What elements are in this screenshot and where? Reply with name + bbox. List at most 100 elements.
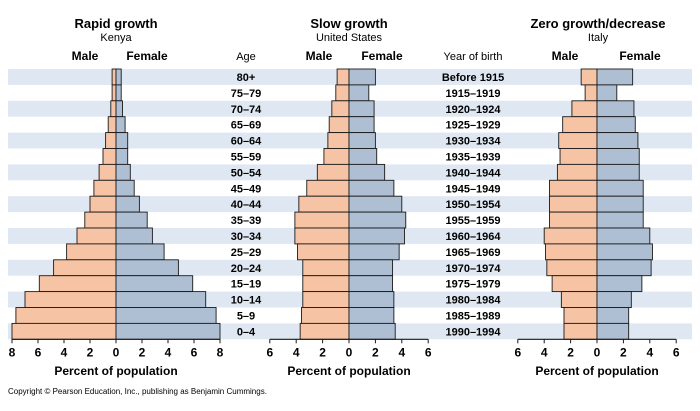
bar-female-italy: [596, 84, 618, 102]
bar-male-kenya: [53, 259, 117, 277]
age-label: 30–34: [231, 231, 262, 243]
bar-male-italy: [545, 243, 598, 261]
x-tick-label-kenya: 6: [35, 345, 42, 359]
chart-title-italy: Zero growth/decrease: [530, 16, 665, 31]
x-tick-label-italy: 0: [594, 345, 601, 359]
age-label: 40–44: [231, 199, 262, 211]
xlabel-kenya: Percent of population: [54, 364, 177, 378]
bar-male-italy: [571, 100, 598, 118]
bar-male-italy: [551, 275, 598, 293]
bar-female-kenya: [115, 322, 221, 340]
birth-year-label: 1960–1964: [445, 231, 501, 243]
chart-title-us: Slow growth: [310, 16, 387, 31]
age-label: 75–79: [231, 88, 262, 100]
bar-female-italy: [596, 211, 644, 229]
bar-female-us: [348, 148, 378, 165]
bar-female-italy: [596, 163, 640, 181]
bar-male-us: [327, 132, 350, 149]
bar-female-italy: [596, 179, 644, 197]
bar-male-us: [294, 211, 350, 229]
bar-female-kenya: [115, 307, 217, 324]
bar-female-us: [348, 84, 370, 102]
bar-female-kenya: [115, 163, 131, 181]
bar-male-italy: [543, 227, 598, 245]
x-tick-label-kenya: 6: [191, 345, 198, 359]
bar-female-us: [348, 243, 400, 261]
bar-male-italy: [562, 116, 598, 134]
bar-male-italy: [549, 195, 598, 213]
x-tick-label-kenya: 8: [217, 345, 224, 359]
birth-year-label: 1990–1994: [445, 326, 501, 338]
age-label: 5–9: [237, 310, 255, 322]
bar-male-italy: [549, 179, 598, 197]
birth-year-label: 1965–1969: [445, 247, 500, 259]
bar-male-italy: [558, 132, 598, 149]
age-label: 0–4: [237, 326, 256, 338]
bar-male-us: [328, 116, 350, 134]
bar-female-italy: [596, 291, 632, 308]
bar-male-kenya: [38, 275, 117, 293]
x-tick-label-us: 0: [346, 345, 353, 359]
birth-year-label: 1935–1939: [445, 151, 500, 163]
bar-male-kenya: [66, 243, 117, 261]
bar-female-us: [348, 227, 405, 245]
x-tick-label-italy: 4: [646, 345, 653, 359]
bar-male-italy: [584, 84, 598, 102]
bar-female-italy: [596, 307, 630, 324]
bar-female-kenya: [115, 227, 153, 245]
x-tick-label-kenya: 4: [165, 345, 172, 359]
bar-female-kenya: [115, 179, 135, 197]
bar-female-italy: [596, 227, 651, 245]
bar-male-kenya: [76, 227, 117, 245]
bar-female-us: [348, 195, 403, 213]
bar-female-kenya: [115, 243, 165, 261]
x-tick-label-italy: 4: [541, 345, 548, 359]
xlabel-italy: Percent of population: [535, 364, 658, 378]
bar-female-us: [348, 179, 395, 197]
birth-year-label: Before 1915: [442, 72, 504, 84]
xlabel-us: Percent of population: [287, 364, 410, 378]
bar-female-italy: [596, 243, 653, 261]
bar-female-us: [348, 307, 395, 324]
birth-year-label: 1920–1924: [445, 104, 501, 116]
bar-male-us: [331, 100, 350, 118]
bar-male-italy: [560, 291, 598, 308]
bar-male-kenya: [107, 116, 117, 134]
age-header: Age: [236, 51, 256, 63]
x-tick-label-us: 6: [425, 345, 432, 359]
bar-male-italy: [559, 148, 598, 165]
legend-male-kenya: Male: [72, 49, 99, 63]
x-tick-label-us: 4: [398, 345, 405, 359]
birth-year-label: 1975–1979: [445, 279, 500, 291]
bar-female-us: [348, 291, 395, 308]
birth-year-label: 1950–1954: [445, 199, 501, 211]
bar-female-kenya: [115, 148, 129, 165]
age-label: 65–69: [231, 120, 262, 132]
legend-male-us: Male: [306, 49, 333, 63]
bar-male-us: [298, 195, 350, 213]
bar-female-kenya: [115, 275, 194, 293]
age-label: 25–29: [231, 247, 262, 259]
age-label: 55–59: [231, 151, 262, 163]
x-tick-label-kenya: 8: [9, 345, 16, 359]
bar-female-kenya: [115, 195, 140, 213]
bar-female-us: [348, 116, 375, 134]
x-tick-label-italy: 6: [673, 345, 680, 359]
x-tick-label-us: 4: [293, 345, 300, 359]
birth-year-label: 1980–1984: [445, 295, 501, 307]
age-label: 45–49: [231, 183, 262, 195]
chart-subtitle-kenya: Kenya: [100, 32, 132, 44]
x-tick-label-kenya: 0: [113, 345, 120, 359]
bar-female-italy: [596, 322, 630, 340]
bar-male-italy: [563, 307, 598, 324]
bar-female-us: [348, 211, 407, 229]
bar-female-kenya: [115, 100, 123, 118]
bar-male-us: [335, 84, 350, 102]
bar-female-us: [348, 132, 376, 149]
birth-year-label: 1930–1934: [445, 136, 501, 148]
age-label: 50–54: [231, 167, 262, 179]
chart-subtitle-italy: Italy: [588, 32, 609, 44]
bar-male-italy: [549, 211, 598, 229]
bar-male-us: [299, 322, 350, 340]
